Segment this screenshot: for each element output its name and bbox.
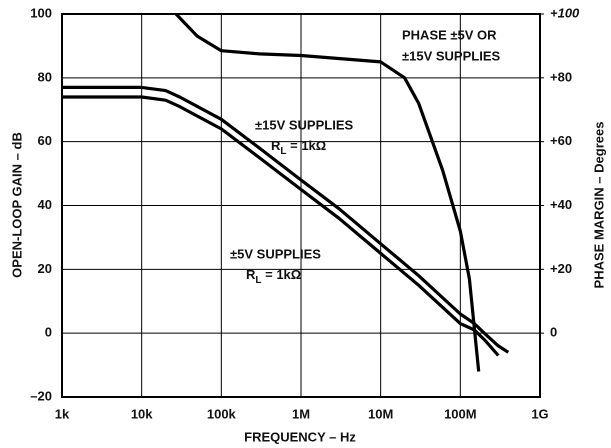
y-tick-label: 0 — [45, 325, 52, 340]
x-tick-label: 1G — [531, 406, 548, 421]
annotation: PHASE ±5V OR — [402, 27, 497, 42]
x-tick-label: 1M — [292, 406, 310, 421]
y-tick-label: 60 — [38, 133, 52, 148]
annotation-part: L — [255, 275, 261, 286]
y2-tick-label: +40 — [550, 197, 572, 212]
y-tick-label: 40 — [38, 197, 52, 212]
y2-tick-label: +100 — [550, 5, 580, 20]
x-tick-label: 100k — [207, 406, 237, 421]
x-tick-label: 1k — [55, 406, 70, 421]
y2-tick-label: +20 — [550, 261, 572, 276]
annotation-part: = 1kΩ — [262, 267, 302, 282]
y2-axis-label: PHASE MARGIN – Degrees — [591, 122, 606, 289]
y-tick-label: 80 — [38, 69, 52, 84]
annotation-part: L — [280, 146, 286, 157]
annotation-part: R — [246, 267, 256, 282]
plot-frame — [61, 13, 541, 398]
series-line — [62, 95, 500, 357]
x-tick-label: 10M — [368, 406, 393, 421]
x-axis-label: FREQUENCY – Hz — [244, 429, 356, 444]
y2-tick-label: +80 — [550, 69, 572, 84]
annotation: RL = 1kΩ — [246, 267, 301, 285]
x-tick-label: 100M — [444, 406, 477, 421]
annotation: ±5V SUPPLIES — [230, 246, 321, 261]
series-line — [62, 85, 510, 354]
y-tick-label: 100 — [30, 5, 52, 20]
annotation: RL = 1kΩ — [271, 138, 326, 156]
annotation-part: = 1kΩ — [287, 138, 327, 153]
y-tick-label: 20 — [38, 261, 52, 276]
annotation: ±15V SUPPLIES — [402, 48, 501, 63]
series-line — [174, 14, 481, 372]
x-tick-label: 10k — [131, 406, 153, 421]
y2-tick-label: 0 — [550, 325, 557, 340]
annotation-part: R — [271, 138, 281, 153]
y-axis-label: OPEN-LOOP GAIN – dB — [9, 132, 24, 278]
annotation: ±15V SUPPLIES — [255, 117, 354, 132]
y2-tick-label: +60 — [550, 133, 572, 148]
y-tick-label: –20 — [30, 388, 52, 403]
